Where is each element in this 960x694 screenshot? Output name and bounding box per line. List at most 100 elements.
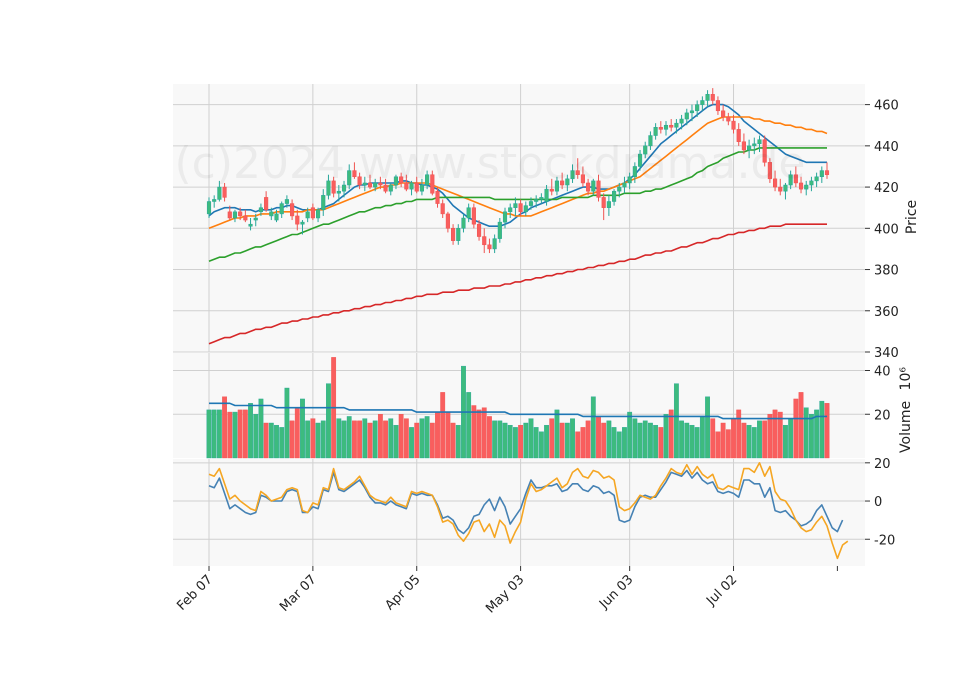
candle-body-64 xyxy=(539,197,544,200)
volume-bar-76 xyxy=(601,422,607,459)
volume-bar-28 xyxy=(352,420,357,459)
candle-body-13 xyxy=(274,213,279,221)
volume-bar-71 xyxy=(575,431,581,459)
candle-body-18 xyxy=(300,221,305,225)
candle-body-69 xyxy=(565,178,570,186)
volume-bar-84 xyxy=(642,420,648,459)
candle-body-40 xyxy=(414,182,419,192)
candle-body-4 xyxy=(227,211,232,219)
candle-body-105 xyxy=(752,143,757,147)
volume-bar-2 xyxy=(216,409,222,459)
volume-bar-55 xyxy=(492,420,498,459)
candle-body-74 xyxy=(591,180,596,192)
candle-body-61 xyxy=(523,205,528,213)
candle-body-54 xyxy=(487,244,492,250)
volume-bar-21 xyxy=(315,422,321,459)
volume-bar-39 xyxy=(409,427,414,459)
volume-bar-40 xyxy=(414,422,420,459)
volume-bar-0 xyxy=(206,409,212,459)
volume-bar-20 xyxy=(310,418,316,459)
volume-bar-99 xyxy=(720,422,726,459)
candle-body-46 xyxy=(445,213,450,229)
volume-bar-105 xyxy=(751,427,757,459)
candle-body-53 xyxy=(482,236,487,246)
volume-bar-17 xyxy=(294,407,300,459)
candle-body-115 xyxy=(804,184,809,190)
candle-body-50 xyxy=(466,207,471,219)
volume-bar-73 xyxy=(585,420,591,459)
volume-bar-14 xyxy=(279,427,285,459)
volume-bar-104 xyxy=(746,424,752,459)
candle-body-44 xyxy=(435,190,440,204)
volume-ma-line xyxy=(209,402,827,420)
volume-bar-44 xyxy=(435,411,440,459)
candle-body-112 xyxy=(788,174,793,186)
candle-body-3 xyxy=(222,186,227,198)
volume-bar-111 xyxy=(783,424,788,459)
candle-body-103 xyxy=(741,141,746,151)
candle-body-67 xyxy=(554,180,560,192)
volume-bar-34 xyxy=(383,420,388,459)
volume-bar-58 xyxy=(507,424,513,459)
volume-bar-30 xyxy=(362,418,368,459)
candle-body-28 xyxy=(352,170,357,178)
volume-bar-51 xyxy=(471,405,477,459)
candle-body-98 xyxy=(715,100,721,112)
volume-bar-93 xyxy=(689,424,695,459)
candle-body-6 xyxy=(238,211,243,217)
candle-body-110 xyxy=(778,186,783,192)
price-ma-line-long xyxy=(208,223,827,345)
candle-body-24 xyxy=(331,180,336,194)
candle-body-59 xyxy=(513,203,518,208)
price-ytick-label-2: 380 xyxy=(874,264,899,279)
volume-bar-31 xyxy=(367,422,373,459)
oscillator-line-2 xyxy=(208,461,849,560)
x-tick-label-4: Jun 03 xyxy=(596,572,636,612)
volume-bar-102 xyxy=(736,409,742,459)
candle-body-49 xyxy=(461,217,466,229)
candle-body-19 xyxy=(305,211,310,219)
candle-body-38 xyxy=(404,182,409,190)
candle-body-92 xyxy=(684,112,689,120)
volume-bar-77 xyxy=(606,420,612,459)
candle-body-101 xyxy=(731,120,736,130)
candle-body-89 xyxy=(669,124,674,128)
volume-ytick-label-1: 40 xyxy=(874,365,891,380)
volume-bar-110 xyxy=(777,411,783,459)
volume-bar-98 xyxy=(715,431,721,459)
price-ytick-label-3: 400 xyxy=(874,222,899,237)
volume-bar-50 xyxy=(466,392,472,459)
candle-body-93 xyxy=(689,110,695,114)
candle-body-58 xyxy=(508,207,513,213)
volume-bar-63 xyxy=(533,427,539,459)
volume-bar-53 xyxy=(481,407,487,459)
volume-bar-10 xyxy=(258,398,264,459)
candle-body-63 xyxy=(534,199,539,202)
candle-body-1 xyxy=(212,199,217,202)
volume-bar-67 xyxy=(554,409,560,459)
volume-bar-66 xyxy=(549,418,555,459)
volume-bar-46 xyxy=(445,411,451,459)
candle-body-39 xyxy=(409,182,414,190)
candle-body-15 xyxy=(284,199,289,204)
candle-body-0 xyxy=(206,201,212,215)
volume-bar-107 xyxy=(762,420,768,459)
candle-body-16 xyxy=(290,203,295,217)
candle-body-111 xyxy=(783,184,788,192)
candle-body-80 xyxy=(622,182,627,188)
volume-bar-13 xyxy=(274,424,279,459)
candle-body-5 xyxy=(232,211,238,219)
volume-bar-85 xyxy=(648,422,653,459)
candle-body-14 xyxy=(279,203,284,215)
volume-ytick-label-0: 20 xyxy=(874,408,891,423)
volume-bar-6 xyxy=(237,409,243,459)
candle-body-102 xyxy=(736,129,741,142)
candle-body-17 xyxy=(295,215,300,225)
volume-bar-69 xyxy=(564,422,570,459)
price-ytick-label-4: 420 xyxy=(874,181,899,196)
candle-body-62 xyxy=(528,201,534,206)
volume-bar-75 xyxy=(596,416,601,459)
x-tick-label-0: Feb 07 xyxy=(174,572,216,614)
